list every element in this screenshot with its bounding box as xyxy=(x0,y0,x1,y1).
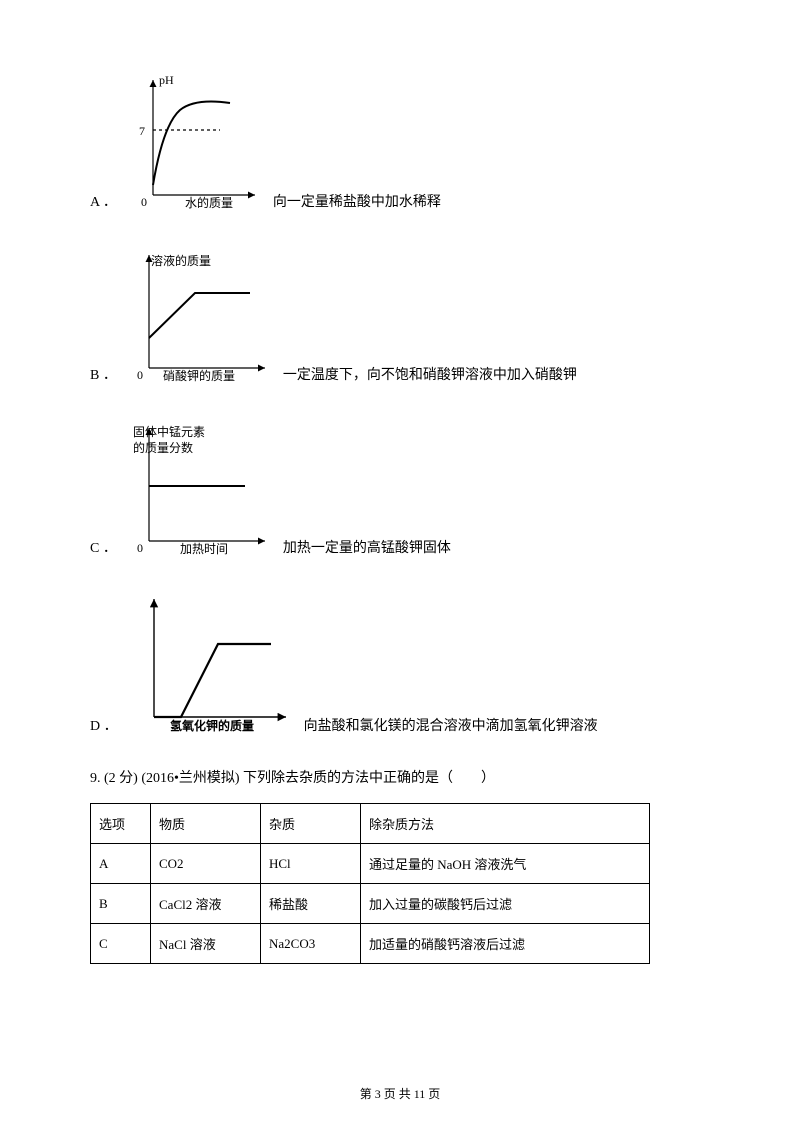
graph-b-ylabel: 溶液的质量 xyxy=(151,253,211,268)
option-a: A ． pH 7 0 水的质量 向一定量稀盐酸中加水稀释 xyxy=(90,70,710,215)
th-option: 选项 xyxy=(91,804,151,844)
svg-text:0: 0 xyxy=(137,541,143,555)
option-d-letter: D ． xyxy=(90,715,118,735)
option-a-graph: pH 7 0 水的质量 xyxy=(125,70,265,215)
option-c-graph: 固体中锰元素 的质量分数 0 加热时间 xyxy=(125,416,275,561)
page-footer: 第 3 页 共 11 页 xyxy=(0,1085,800,1102)
graph-a-ylabel: pH xyxy=(159,73,174,87)
option-d-text: 向盐酸和氯化镁的混合溶液中滴加氢氧化钾溶液 xyxy=(304,715,598,735)
graph-c-xlabel: 加热时间 xyxy=(180,542,228,556)
table-row: B CaCl2 溶液 稀盐酸 加入过量的碳酸钙后过滤 xyxy=(91,884,650,924)
graph-a-xlabel: 水的质量 xyxy=(185,195,233,210)
option-c: C ． 固体中锰元素 的质量分数 0 加热时间 加热一定量的高锰酸钾固体 xyxy=(90,416,710,561)
page-number: 第 3 页 共 11 页 xyxy=(360,1087,441,1101)
table-header-row: 选项 物质 杂质 除杂质方法 xyxy=(91,804,650,844)
option-c-text: 加热一定量的高锰酸钾固体 xyxy=(283,537,451,557)
option-d-graph: 氢氧化钾的质量 xyxy=(126,589,296,739)
graph-c-ylabel2: 的质量分数 xyxy=(133,440,193,455)
option-c-letter: C ． xyxy=(90,537,117,557)
th-method: 除杂质方法 xyxy=(361,804,650,844)
question-9: 9. (2 分) (2016•兰州模拟) 下列除去杂质的方法中正确的是（ ） xyxy=(90,767,710,787)
option-d: D ． 氢氧化钾的质量 向盐酸和氯化镁的混合溶液中滴加氢氧化钾溶液 xyxy=(90,589,710,739)
option-a-letter: A ． xyxy=(90,191,117,211)
table-row: A CO2 HCl 通过足量的 NaOH 溶液洗气 xyxy=(91,844,650,884)
option-b-graph: 溶液的质量 0 硝酸钾的质量 xyxy=(125,243,275,388)
impurity-table: 选项 物质 杂质 除杂质方法 A CO2 HCl 通过足量的 NaOH 溶液洗气… xyxy=(90,803,650,964)
option-b: B ． 溶液的质量 0 硝酸钾的质量 一定温度下，向不饱和硝酸钾溶液中加入硝酸钾 xyxy=(90,243,710,388)
graph-d-xlabel: 氢氧化钾的质量 xyxy=(170,718,254,733)
option-a-text: 向一定量稀盐酸中加水稀释 xyxy=(273,191,441,211)
graph-c-ylabel1: 固体中锰元素 xyxy=(133,424,205,439)
option-b-letter: B ． xyxy=(90,364,117,384)
option-b-text: 一定温度下，向不饱和硝酸钾溶液中加入硝酸钾 xyxy=(283,364,577,384)
th-impurity: 杂质 xyxy=(261,804,361,844)
svg-text:0: 0 xyxy=(141,195,147,209)
graph-b-xlabel: 硝酸钾的质量 xyxy=(163,368,235,383)
th-substance: 物质 xyxy=(151,804,261,844)
question-9-text: 9. (2 分) (2016•兰州模拟) 下列除去杂质的方法中正确的是（ ） xyxy=(90,771,495,786)
table-row: C NaCl 溶液 Na2CO3 加适量的硝酸钙溶液后过滤 xyxy=(91,924,650,964)
svg-text:0: 0 xyxy=(137,368,143,382)
graph-a-ytick: 7 xyxy=(139,124,145,138)
